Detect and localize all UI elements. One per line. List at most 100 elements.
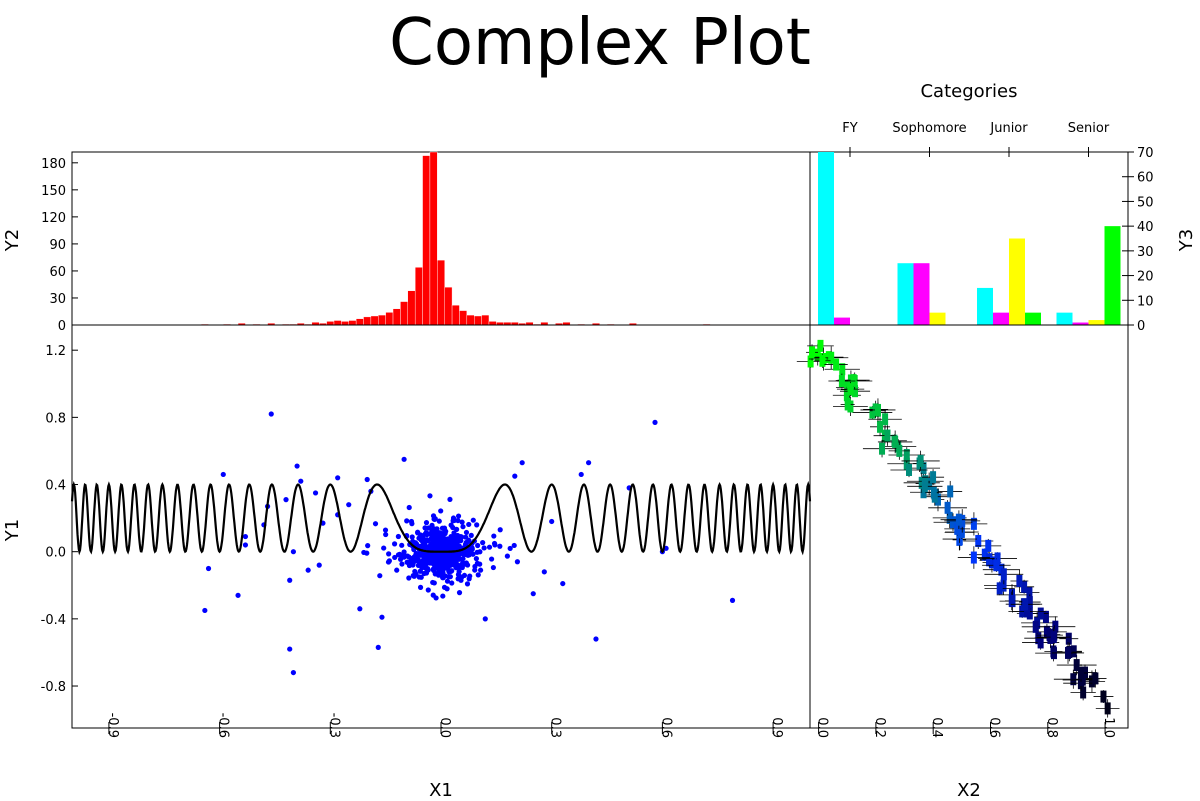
scatter-point (410, 573, 416, 579)
scatter-point (474, 522, 480, 528)
errorbar-marker (946, 511, 953, 524)
x-axis-label: X1 (429, 780, 453, 801)
scatter-point (409, 534, 415, 540)
scatter-point (428, 541, 434, 547)
scatter-point (497, 527, 503, 533)
scatter-point (283, 497, 289, 503)
errorbar-marker (892, 435, 899, 448)
errorbar-marker (877, 420, 884, 433)
histogram-bar (326, 321, 335, 326)
errorbar-frame (809, 324, 1129, 729)
scatter-point (392, 554, 398, 561)
scatter-point (463, 529, 470, 536)
errorbar-marker (994, 552, 1001, 565)
category-bar (977, 287, 993, 325)
y-axis-label: Y1 (2, 519, 23, 542)
histogram-bar (488, 321, 497, 326)
y-tick-label: -0.8 (41, 680, 66, 695)
scatter-point (346, 502, 352, 508)
scatter-point (419, 533, 425, 540)
scatter-point (451, 530, 457, 536)
scatter-point (449, 580, 455, 586)
category-bar (1009, 238, 1025, 325)
category-bar (1104, 226, 1121, 325)
category-frame (809, 151, 1129, 326)
errorbar-marker (828, 351, 835, 364)
errorbar-marker (955, 513, 962, 526)
scatter-point (305, 567, 311, 573)
histogram-bar (363, 316, 372, 326)
scatter-point (497, 543, 503, 549)
errorbar-marker (1000, 579, 1007, 592)
scatter-point (460, 524, 466, 530)
scatter-point (434, 530, 440, 536)
errorbar-marker (847, 383, 854, 396)
scatter-point (464, 581, 471, 587)
scatter-point (472, 567, 478, 573)
scatter-point (294, 463, 300, 469)
errorbar-marker (896, 444, 903, 457)
errorbar-marker (903, 449, 910, 462)
errorbar-marker (970, 551, 977, 564)
scatter-point (480, 540, 486, 546)
y-tick-label: 90 (49, 238, 66, 253)
category-bar (913, 263, 930, 325)
y-tick-label: 40 (1137, 220, 1154, 235)
scatter-point (382, 527, 389, 533)
x-tick-label: -0.9 (105, 713, 120, 738)
scatter-point (432, 561, 439, 567)
scatter-point (427, 493, 433, 499)
scatter-point (486, 544, 493, 550)
scatter-point (461, 572, 468, 579)
scatter-point (425, 567, 431, 573)
scatter-point (406, 575, 412, 581)
y-tick-label: 150 (41, 184, 66, 199)
y-tick-label: 30 (49, 292, 66, 307)
scatter-point (430, 592, 436, 598)
scatter-point (466, 537, 472, 543)
errorbar-marker (1100, 690, 1107, 703)
errorbar-marker (814, 348, 821, 361)
scatter-point (397, 551, 403, 557)
scatter-point (441, 584, 448, 590)
scatter-point (383, 531, 389, 538)
scatter-point (316, 562, 322, 568)
scatter-point (511, 542, 517, 549)
errorbar-marker (882, 413, 889, 426)
scatter-point (438, 508, 444, 514)
histogram-bar (474, 315, 482, 326)
errorbar-marker (947, 485, 954, 498)
x-tick-label: -0.6 (216, 713, 231, 738)
errorbar-marker (970, 517, 977, 530)
scatter-point (242, 542, 249, 548)
errorbar-marker (986, 553, 993, 566)
errorbar-marker (1081, 666, 1088, 679)
scatter-point (444, 578, 451, 584)
category-bar (1056, 312, 1073, 325)
errorbar-marker (852, 385, 859, 398)
scatter-point (414, 555, 420, 561)
errorbar-marker (921, 480, 928, 493)
scatter-point (447, 496, 453, 503)
y-tick-label: -0.4 (41, 613, 66, 628)
figure-title: Complex Plot (389, 6, 811, 80)
scatter-point (489, 556, 495, 562)
scatter-point (202, 607, 208, 614)
errorbar-marker (993, 559, 1000, 572)
x-tick-label: -0.3 (326, 713, 341, 738)
errorbar-marker (1070, 673, 1077, 686)
scatter-point (504, 553, 510, 559)
errorbar-marker (1088, 675, 1095, 688)
errorbar-marker (819, 354, 826, 367)
scatter-point (442, 573, 448, 579)
errorbar-marker (1073, 659, 1080, 672)
scatter-point (466, 521, 472, 528)
histogram-bar (459, 310, 468, 326)
scatter-point (438, 531, 444, 537)
scatter-point (431, 555, 437, 561)
y-tick-label: 0.0 (45, 546, 66, 561)
histogram-bar (385, 312, 394, 326)
scatter-point (379, 614, 385, 620)
histogram-bar (348, 320, 357, 326)
scatter-point (519, 460, 525, 466)
